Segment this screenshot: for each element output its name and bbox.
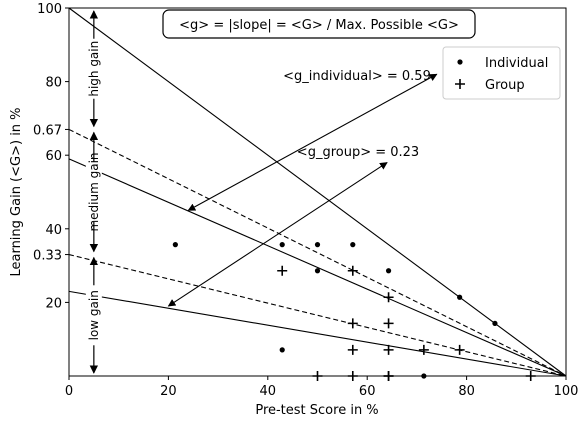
group-point bbox=[383, 318, 394, 329]
annotation-arrow bbox=[187, 73, 438, 211]
individual-point bbox=[314, 268, 321, 274]
individual-point bbox=[172, 242, 178, 248]
legend-plus-icon bbox=[455, 79, 465, 89]
reference-line bbox=[68, 128, 567, 377]
group-point bbox=[347, 265, 358, 276]
gain-bands: high gain medium gain low gain bbox=[85, 10, 102, 374]
reference-line bbox=[68, 254, 567, 377]
group-point bbox=[454, 344, 465, 355]
individual-point bbox=[314, 242, 321, 248]
group-point bbox=[383, 292, 394, 303]
y-tick-label: 80 bbox=[45, 76, 62, 91]
x-tick-label: 60 bbox=[359, 384, 376, 399]
legend-individual-label: Individual bbox=[485, 56, 548, 71]
y-tick-label: 60 bbox=[45, 149, 62, 164]
formula-box: <g> = |slope| = <G> / Max. Possible <G> bbox=[162, 9, 476, 39]
x-tick-label: 80 bbox=[458, 384, 475, 399]
group-point bbox=[383, 344, 394, 355]
legend-group-label: Group bbox=[485, 78, 525, 93]
individual-point bbox=[350, 242, 356, 248]
band-label: high gain bbox=[87, 41, 101, 97]
y-tick-label: 100 bbox=[37, 2, 62, 17]
annotation-label: <g_group> = 0.23 bbox=[297, 145, 419, 160]
band-label-bg bbox=[85, 162, 102, 222]
x-axis-label: Pre-test Score in % bbox=[255, 403, 378, 418]
individual-point bbox=[457, 294, 463, 300]
y-tick-label: 40 bbox=[45, 223, 62, 238]
plot-frame bbox=[68, 7, 567, 377]
y-axis-label: Learning Gain (<G>) in % bbox=[9, 107, 24, 276]
band-label-bg bbox=[85, 285, 102, 346]
individual-point bbox=[492, 320, 498, 326]
legend: Individual Group bbox=[442, 46, 561, 100]
group-point bbox=[347, 344, 358, 355]
annotation-label: <g_individual> = 0.59 bbox=[283, 69, 431, 84]
individual-point bbox=[385, 268, 392, 274]
x-tick-label: 20 bbox=[160, 384, 177, 399]
individual-point bbox=[279, 347, 285, 353]
formula-text: <g> = |slope| = <G> / Max. Possible <G> bbox=[179, 18, 459, 33]
group-point bbox=[347, 318, 358, 329]
reference-line bbox=[68, 290, 567, 377]
annotation-arrow bbox=[167, 162, 388, 307]
band-label: low gain bbox=[87, 290, 101, 340]
x-axis-ticks: 0 20 40 60 80 100 bbox=[65, 376, 579, 399]
x-tick-label: 0 bbox=[65, 384, 73, 399]
data-points bbox=[172, 242, 536, 381]
x-tick-label: 40 bbox=[260, 384, 277, 399]
y-tick-label: 20 bbox=[45, 296, 62, 311]
group-point bbox=[418, 344, 429, 355]
annotations: <g_individual> = 0.59 <g_group> = 0.23 bbox=[167, 69, 438, 307]
band-label-bg bbox=[85, 38, 102, 99]
legend-dot-icon bbox=[457, 59, 463, 65]
y-tick-label: 0.67 bbox=[33, 123, 62, 138]
y-tick-label: 0.33 bbox=[33, 249, 62, 264]
individual-point bbox=[279, 242, 285, 248]
band-label: medium gain bbox=[87, 152, 101, 231]
group-point bbox=[277, 265, 288, 276]
x-tick-label: 100 bbox=[554, 384, 579, 399]
y-axis-ticks: 20 40 60 80 100 0.33 0.67 bbox=[33, 2, 69, 311]
